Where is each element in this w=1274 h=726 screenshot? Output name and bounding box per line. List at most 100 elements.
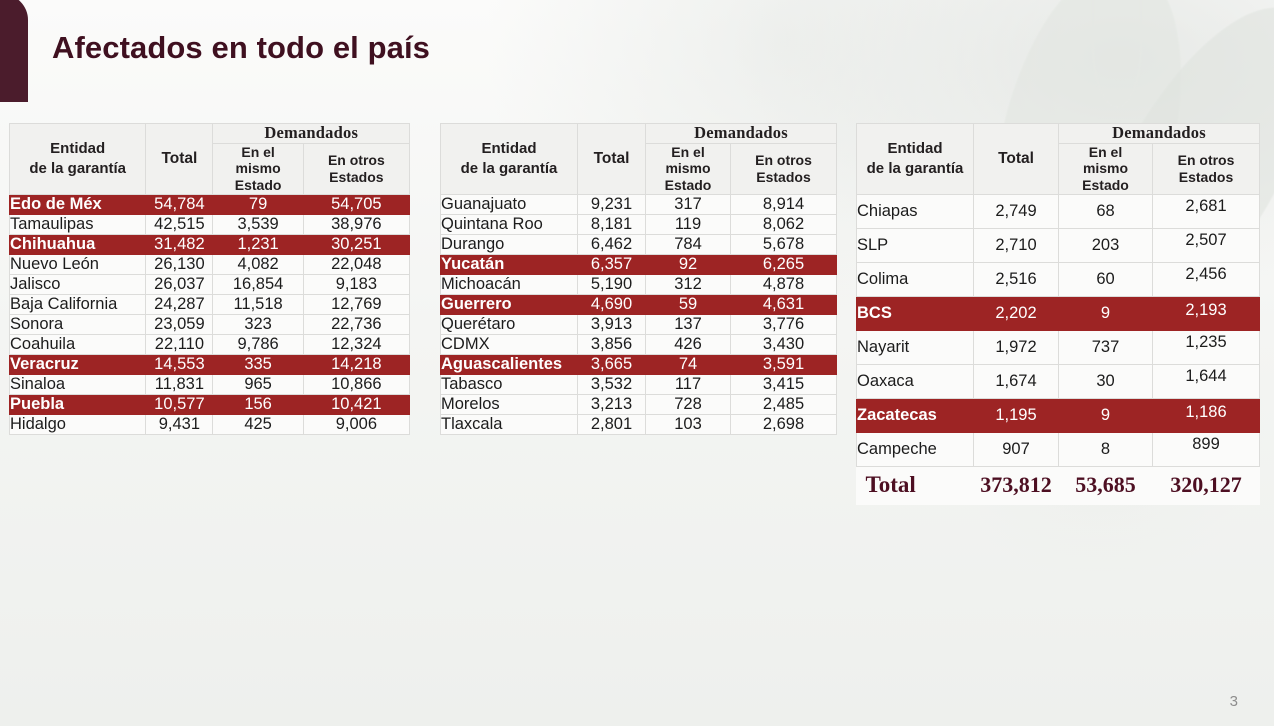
cell-total: 907 [973,431,1059,467]
table-row[interactable]: Aguascalientes 3,665 74 3,591 [440,353,837,375]
header-total: Total [973,123,1059,195]
cell-total: 14,553 [145,353,214,375]
cell-total-sum: 373,812 [973,466,1059,505]
cell-mismo-estado: 9 [1058,397,1153,433]
table-row[interactable]: Sinaloa 11,831 965 10,866 [8,373,411,395]
cell-mismo-estado: 728 [645,393,731,415]
cell-total: 2,516 [973,261,1059,297]
cell-mismo-estado: 60 [1058,261,1153,297]
table-row[interactable]: Baja California 24,287 11,518 12,769 [8,293,411,315]
cell-entidad: Baja California [8,293,147,315]
header-mismo-line3: Estado [234,177,282,193]
cell-total: 31,482 [145,233,214,255]
table-row[interactable]: Veracruz 14,553 335 14,218 [8,353,411,375]
cell-mismo-estado: 74 [645,353,731,375]
table-row[interactable]: Sonora 23,059 323 22,736 [8,313,411,335]
header-otros-line1: En otros [755,152,812,169]
table-row[interactable]: Oaxaca 1,674 30 1,644 [856,363,1260,399]
header-mismo-line1: En el [1088,143,1123,160]
table-row[interactable]: Jalisco 26,037 16,854 9,183 [8,273,411,295]
table-row[interactable]: Chiapas 2,749 68 2,681 [856,193,1260,229]
header-entidad-line2: de la garantía [460,159,558,177]
header-total: Total [145,123,214,195]
cell-otros-estados: 10,866 [302,373,411,395]
cell-mismo-estado: 3,539 [212,213,304,235]
table-row[interactable]: Guanajuato 9,231 317 8,914 [440,193,837,215]
cell-mismo-estado: 59 [645,293,731,315]
table-row[interactable]: Tlaxcala 2,801 103 2,698 [440,413,837,435]
cell-entidad: Jalisco [8,273,147,295]
cell-mismo-estado: 117 [645,373,731,395]
page-number: 3 [1229,693,1238,710]
table-row[interactable]: Querétaro 3,913 137 3,776 [440,313,837,335]
header-otros-estados: En otros Estados [730,142,837,195]
table-row[interactable]: Nuevo León 26,130 4,082 22,048 [8,253,411,275]
cell-otros-estados: 12,769 [302,293,411,315]
header-total: Total [577,123,646,195]
cell-entidad: CDMX [440,333,578,355]
table-row[interactable]: SLP 2,710 203 2,507 [856,227,1260,263]
cell-total-label: Total [856,466,974,505]
table-row[interactable]: Puebla 10,577 156 10,421 [8,393,411,415]
header-entidad-line2: de la garantía [866,159,964,177]
cell-total: 9,231 [577,193,646,215]
cell-total: 1,195 [973,397,1059,433]
accent-bar [0,0,28,102]
cell-otros-estados: 2,698 [730,413,837,435]
cell-entidad: Edo de Méx [8,193,147,215]
table-row[interactable]: Coahuila 22,110 9,786 12,324 [8,333,411,355]
cell-otros-estados: 3,776 [730,313,837,335]
cell-total: 10,577 [145,393,214,415]
table-row[interactable]: Durango 6,462 784 5,678 [440,233,837,255]
table-row[interactable]: Nayarit 1,972 737 1,235 [856,329,1260,365]
cell-mismo-estado: 9,786 [212,333,304,355]
table-row[interactable]: Campeche 907 8 899 [856,431,1260,467]
cell-otros-estados: 9,183 [302,273,411,295]
table-body: Guanajuato 9,231 317 8,914 Quintana Roo 8,181… [440,193,837,435]
header-mismo-line1: En el [671,143,705,160]
header-mismo-line1: En el [241,143,275,160]
header-otros-line1: En otros [1177,152,1235,169]
cell-entidad: BCS [856,295,974,331]
cell-total: 1,674 [973,363,1059,399]
table-row[interactable]: Yucatán 6,357 92 6,265 [440,253,837,275]
table-row[interactable]: Edo de Méx 54,784 79 54,705 [8,193,411,215]
table-row[interactable]: Tamaulipas 42,515 3,539 38,976 [8,213,411,235]
table-row[interactable]: Michoacán 5,190 312 4,878 [440,273,837,295]
cell-otros-estados: 30,251 [302,233,411,255]
table-row[interactable]: Chihuahua 31,482 1,231 30,251 [8,233,411,255]
table-row[interactable]: Colima 2,516 60 2,456 [856,261,1260,297]
cell-otros-estados: 4,631 [730,293,837,315]
cell-total: 3,213 [577,393,646,415]
cell-entidad: Tlaxcala [440,413,578,435]
table-row[interactable]: Quintana Roo 8,181 119 8,062 [440,213,837,235]
header-otros-line1: En otros [327,152,385,169]
cell-entidad: Sonora [8,313,147,335]
emblem-watermark-body [1092,0,1142,108]
cell-total-mismo: 53,685 [1058,466,1153,505]
table-row[interactable]: CDMX 3,856 426 3,430 [440,333,837,355]
table-row[interactable]: Guerrero 4,690 59 4,631 [440,293,837,315]
table-body: Chiapas 2,749 68 2,681 SLP 2,710 203 2,507 Colim… [856,193,1260,505]
header-mismo-estado: En el mismo Estado [645,142,731,195]
table-row[interactable]: BCS 2,202 9 2,193 [856,295,1260,331]
table-row[interactable]: Morelos 3,213 728 2,485 [440,393,837,415]
table-row[interactable]: Zacatecas 1,195 9 1,186 [856,397,1260,433]
header-mismo-line2: mismo [235,160,281,177]
table-row[interactable]: Tabasco 3,532 117 3,415 [440,373,837,395]
cell-total: 3,665 [577,353,646,375]
cell-mismo-estado: 965 [212,373,304,395]
cell-total: 1,972 [973,329,1059,365]
header-row-top: Entidad de la garantía Total Demandados [440,123,837,195]
cell-mismo-estado: 79 [212,193,304,215]
header-row-sub: En el mismo Estado En otros Estados [857,142,1260,195]
cell-entidad: Guerrero [440,293,578,315]
cell-entidad: Nuevo León [8,253,147,275]
table-row[interactable]: Hidalgo 9,431 425 9,006 [8,413,411,435]
header-entidad-line1: Entidad [481,140,537,158]
cell-entidad: Yucatán [440,253,578,275]
cell-entidad: Coahuila [8,333,147,355]
cell-total: 2,749 [973,193,1059,229]
cell-total-otros: 320,127 [1152,466,1260,505]
